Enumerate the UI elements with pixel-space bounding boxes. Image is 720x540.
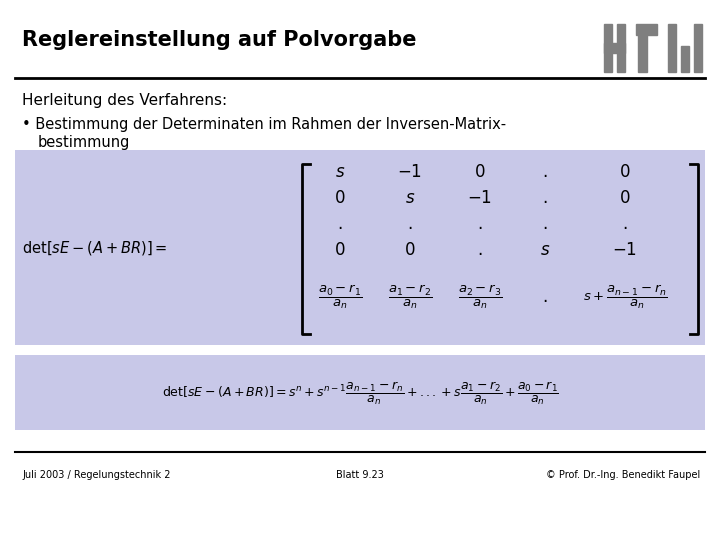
Text: bestimmung: bestimmung [38, 136, 130, 151]
Text: $0$: $0$ [404, 241, 415, 259]
Text: $\dfrac{a_2-r_3}{a_n}$: $\dfrac{a_2-r_3}{a_n}$ [458, 284, 502, 310]
Bar [617, 24, 625, 72]
Text: $-1$: $-1$ [397, 163, 423, 181]
Text: $.$: $.$ [477, 241, 482, 259]
Text: $s+\dfrac{a_{n-1}-r_n}{a_n}$: $s+\dfrac{a_{n-1}-r_n}{a_n}$ [582, 284, 667, 310]
Text: $s$: $s$ [540, 241, 550, 259]
Text: Reglereinstellung auf Polvorgabe: Reglereinstellung auf Polvorgabe [22, 30, 416, 50]
Text: $-1$: $-1$ [467, 189, 492, 207]
Text: $0$: $0$ [474, 163, 486, 181]
Text: $.$: $.$ [542, 163, 548, 181]
Text: $.$: $.$ [477, 215, 482, 233]
Bar [668, 24, 676, 72]
Text: Juli 2003 / Regelungstechnik 2: Juli 2003 / Regelungstechnik 2 [22, 470, 171, 480]
Text: $.$: $.$ [622, 215, 628, 233]
Text: $\dfrac{a_1-r_2}{a_n}$: $\dfrac{a_1-r_2}{a_n}$ [388, 284, 432, 310]
Text: $.$: $.$ [542, 215, 548, 233]
Bar [694, 24, 702, 72]
Text: $.$: $.$ [542, 189, 548, 207]
Text: $\dfrac{a_0-r_1}{a_n}$: $\dfrac{a_0-r_1}{a_n}$ [318, 284, 362, 310]
Text: $s$: $s$ [405, 189, 415, 207]
Text: Blatt 9.23: Blatt 9.23 [336, 470, 384, 480]
Text: $.$: $.$ [542, 288, 548, 306]
Text: $0$: $0$ [619, 163, 631, 181]
Text: $s$: $s$ [335, 163, 345, 181]
Text: © Prof. Dr.-Ing. Benedikt Faupel: © Prof. Dr.-Ing. Benedikt Faupel [546, 470, 700, 480]
Text: $.$: $.$ [408, 215, 413, 233]
Text: $\det\!\left[sE-(A+BR)\right]=s^n+s^{n-1}\dfrac{a_{n-1}-r_n}{a_n}+...+s\dfrac{a_: $\det\!\left[sE-(A+BR)\right]=s^n+s^{n-1… [161, 380, 559, 407]
Text: $0$: $0$ [334, 241, 346, 259]
Text: $0$: $0$ [334, 189, 346, 207]
Bar [15, 355, 705, 430]
Text: • Bestimmung der Determinaten im Rahmen der Inversen-Matrix-: • Bestimmung der Determinaten im Rahmen … [22, 118, 506, 132]
Text: Herleitung des Verfahrens:: Herleitung des Verfahrens: [22, 92, 227, 107]
Bar [15, 150, 705, 345]
Text: $\det\!\left[sE-(A+BR)\right]=$: $\det\!\left[sE-(A+BR)\right]=$ [22, 239, 167, 257]
Text: $0$: $0$ [619, 189, 631, 207]
Bar [681, 45, 689, 72]
Bar [636, 24, 657, 35]
Text: $.$: $.$ [337, 215, 343, 233]
Bar [637, 35, 647, 72]
Bar [604, 24, 612, 72]
Text: $-1$: $-1$ [613, 241, 637, 259]
Bar [604, 43, 625, 53]
